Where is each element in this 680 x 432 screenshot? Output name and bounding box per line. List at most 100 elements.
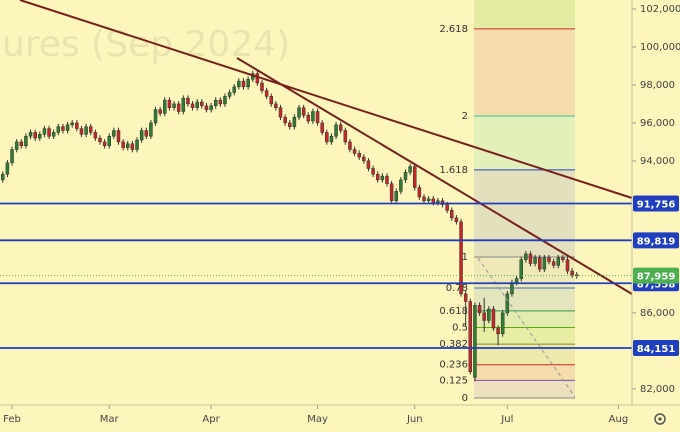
candle-body (121, 141, 125, 148)
candle-body (70, 122, 74, 126)
y-tick-label: 96,000 (640, 118, 675, 129)
candle-body (65, 124, 70, 131)
candle-body (551, 261, 556, 266)
candle-body (260, 82, 264, 91)
candle-body (255, 73, 260, 84)
candle-body (116, 130, 121, 143)
candle-body (51, 132, 56, 137)
candle-body (135, 139, 139, 150)
fib-label: 0.618 (439, 306, 468, 317)
fib-label: 2.618 (439, 24, 468, 35)
fib-label: 0.382 (439, 339, 468, 350)
x-tick-label: Feb (3, 414, 21, 425)
trend-line (236, 57, 633, 295)
candle-body (163, 99, 167, 114)
candle-body (246, 78, 250, 88)
price-label: 89,819 (637, 236, 676, 247)
candle-body (126, 143, 130, 148)
candle-body (329, 135, 334, 143)
candle-body (352, 149, 357, 154)
candle-body (130, 143, 135, 150)
candle-body (306, 115, 311, 122)
candle-body (93, 132, 98, 139)
fib-label: 0.78 (446, 283, 468, 294)
fib-label: 0.5 (452, 323, 468, 334)
candle-body (288, 122, 292, 127)
candle-body (413, 166, 417, 188)
price-label-box (633, 267, 679, 284)
candle-body (468, 301, 473, 373)
price-label: 91,756 (637, 200, 676, 211)
candle-body (482, 312, 486, 321)
candle-body (514, 278, 519, 283)
candle-body (209, 105, 213, 110)
fib-band (474, 344, 575, 365)
candle-body (362, 156, 366, 162)
candle-body (232, 86, 236, 93)
candle-body (269, 96, 274, 105)
candle-body (528, 253, 533, 264)
candle-body (394, 191, 398, 202)
candle-body (19, 141, 24, 146)
candle-body (237, 80, 241, 88)
candle-body (75, 122, 79, 129)
candle-body (547, 257, 551, 262)
candle-body (537, 257, 542, 270)
x-tick-label: Aug (609, 414, 629, 425)
fib-band (474, 169, 575, 257)
candle-body (149, 122, 153, 137)
x-tick-label: May (307, 414, 328, 425)
fib-band (474, 116, 575, 170)
candle-body (274, 103, 278, 108)
candle-body (375, 173, 380, 181)
candle-body (403, 172, 408, 181)
candle-body (139, 130, 144, 141)
candle-body (47, 128, 51, 137)
settings-icon[interactable] (654, 413, 666, 425)
price-label-box (633, 195, 679, 212)
price-label: 87,959 (637, 272, 676, 283)
settings-icon-center (658, 417, 662, 421)
x-tick-label: Apr (202, 414, 220, 425)
candle-body (79, 128, 84, 135)
candle-body (565, 259, 570, 272)
settings-button[interactable] (654, 413, 666, 425)
fib-label: 1.618 (439, 165, 468, 176)
fib-band (474, 28, 575, 116)
candle-body (301, 107, 306, 116)
candle-body (297, 107, 301, 118)
candle-body (500, 312, 505, 335)
fib-band (474, 364, 575, 381)
candle-body (315, 111, 320, 124)
candle-body (366, 160, 371, 169)
candle-body (408, 166, 412, 173)
candle-body (98, 137, 102, 143)
fib-band (474, 327, 575, 345)
fib-group: 0 0.125 0.236 0.382 0.5 0.618 0.78 1 1.618 2 2.618 (439, 0, 575, 404)
fib-band (474, 0, 575, 29)
axis-labels: 102,000 100,000 98,000 96,000 94,000 86,000 82… (3, 4, 680, 425)
candle-body (88, 126, 93, 133)
y-tick-label: 100,000 (640, 42, 680, 53)
price-lines: 91,756 89,819 87,558 84,151 87,959 (0, 195, 679, 356)
candle-body (292, 116, 297, 127)
candle-body (380, 175, 385, 181)
candle-body (496, 327, 500, 335)
candle-body (524, 253, 528, 260)
candle-body (227, 92, 232, 97)
candle-body (510, 282, 514, 295)
candle-body (357, 153, 361, 158)
candle-body (204, 105, 209, 110)
candle-body (491, 308, 496, 329)
candle-body (278, 107, 283, 118)
candle-body (213, 99, 218, 107)
candle-body (399, 179, 403, 192)
x-tick-label: Jun (406, 414, 423, 425)
candle-body (144, 130, 149, 137)
candle-body (167, 99, 172, 108)
candle-body (24, 135, 28, 146)
candle-body (431, 198, 436, 203)
fib-band (474, 380, 575, 398)
